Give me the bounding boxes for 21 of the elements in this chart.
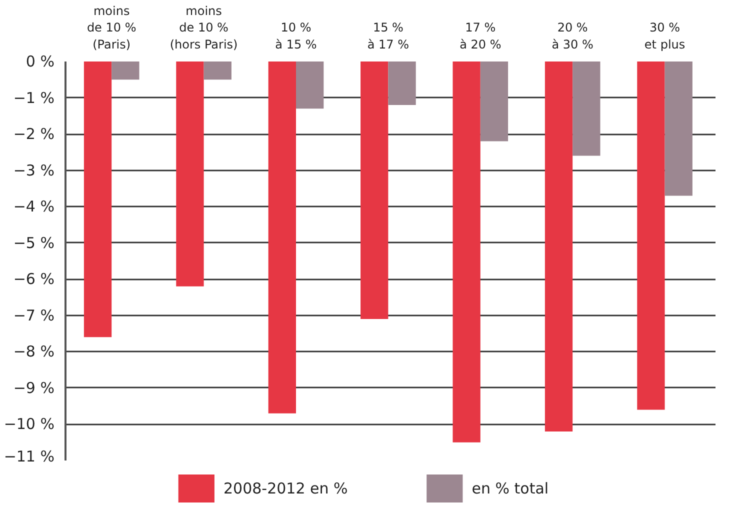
y-tick-label: −6 % bbox=[13, 270, 55, 288]
x-tick-label: moins de 10 % (hors Paris) bbox=[170, 4, 238, 52]
y-tick-label: −8 % bbox=[13, 342, 55, 361]
x-tick-label: moins de 10 % (Paris) bbox=[86, 4, 136, 52]
y-tick-label: −3 % bbox=[13, 161, 55, 180]
x-tick-label: 10 % à 15 % bbox=[275, 20, 317, 52]
y-tick-label: −5 % bbox=[13, 234, 55, 252]
legend-label: 2008-2012 en % bbox=[223, 480, 348, 498]
y-tick-label: 0 % bbox=[26, 52, 55, 70]
x-tick-label: 30 % et plus bbox=[644, 20, 686, 52]
x-tick-label: 17 % à 20 % bbox=[460, 20, 502, 52]
x-tick-label: 15 % à 17 % bbox=[367, 20, 410, 52]
y-tick-label: −9 % bbox=[13, 378, 55, 397]
y-tick-label: −7 % bbox=[13, 306, 55, 324]
x-tick-label: 20 % à 30 % bbox=[552, 20, 594, 52]
legend-label: en % total bbox=[472, 480, 549, 498]
y-tick-label: −4 % bbox=[13, 198, 55, 216]
y-tick-label: −1 % bbox=[13, 88, 55, 107]
y-tick-label: −11 % bbox=[4, 448, 55, 466]
y-tick-label: −10 % bbox=[4, 415, 55, 434]
y-tick-label: −2 % bbox=[13, 125, 55, 144]
